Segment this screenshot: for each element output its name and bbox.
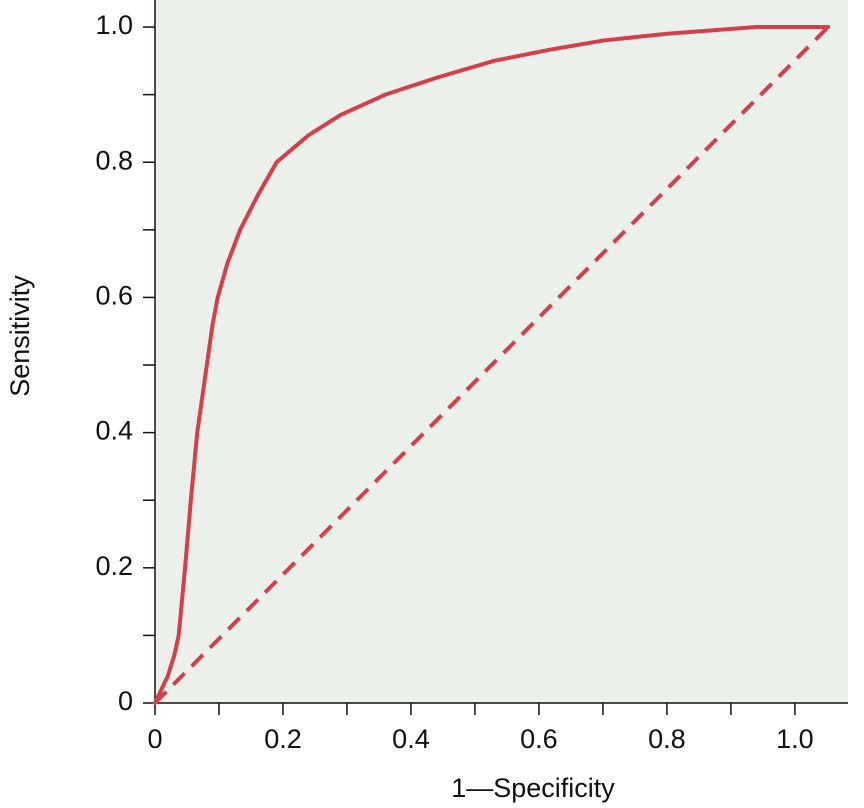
x-tick-label: 0.8 (648, 724, 686, 754)
y-tick-label: 0.2 (95, 551, 133, 581)
x-tick-label: 0 (147, 724, 162, 754)
x-tick-label: 1.0 (776, 724, 814, 754)
y-tick-label: 0 (118, 686, 133, 716)
x-tick-label: 0.2 (264, 724, 302, 754)
y-tick-label: 0.4 (95, 416, 133, 446)
x-tick-label: 0.4 (392, 724, 430, 754)
reference-line (153, 25, 830, 705)
y-tick-label: 1.0 (95, 10, 133, 40)
roc-curve (153, 25, 831, 705)
plot-background (155, 0, 848, 703)
y-tick-label: 0.6 (95, 281, 133, 311)
y-tick-label: 0.8 (95, 145, 133, 175)
x-tick-label: 0.6 (520, 724, 558, 754)
y-axis-label: Sensitivity (5, 275, 35, 397)
x-axis-label: 1—Specificity (451, 773, 615, 803)
